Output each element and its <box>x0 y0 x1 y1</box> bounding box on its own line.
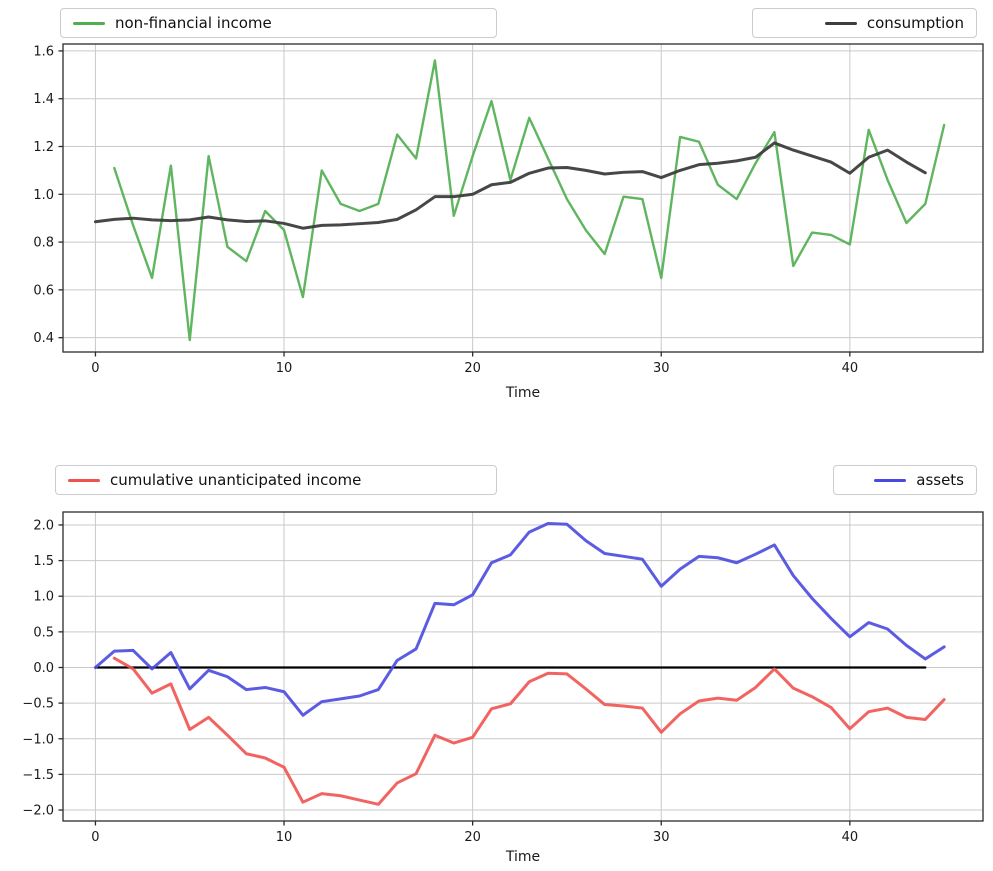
cumulative-income-line-swatch <box>68 478 100 482</box>
y-tick-label: 1.0 <box>33 590 54 605</box>
x-tick-label: 40 <box>842 830 859 845</box>
y-tick-label: 1.0 <box>33 188 54 203</box>
legend-nonfinancial-income: non-financial income <box>60 8 497 38</box>
nonfinancial-income-line-swatch <box>73 21 105 25</box>
legend-consumption: consumption <box>752 8 977 38</box>
x-tick-label: 0 <box>91 830 99 845</box>
y-tick-label: −0.5 <box>22 697 54 712</box>
series-line-consumption <box>93 141 927 230</box>
legend-label-assets: assets <box>916 471 964 489</box>
series-line-assets <box>93 522 946 717</box>
income-assets-plot: 0 10 20 30 40 −2.0 −1.5 −1.0 −0.5 0.0 0.5 1.0 1.5 2.0… <box>22 511 984 865</box>
legend-label-cumulative-income: cumulative unanticipated income <box>110 471 362 489</box>
y-tick-label: 0.6 <box>33 283 54 298</box>
y-tick-label: 1.5 <box>33 554 54 569</box>
x-tick-label: 30 <box>653 830 670 845</box>
y-tick-label: −1.5 <box>22 768 54 783</box>
series-line-cumulative-unanticipated-income <box>112 656 946 806</box>
legend-label-consumption: consumption <box>866 14 964 32</box>
x-axis-label-time: Time <box>505 849 540 865</box>
legend-cumulative-unanticipated-income: cumulative unanticipated income <box>55 465 497 495</box>
y-tick-label: 0.0 <box>33 661 54 676</box>
y-tick-label: 1.6 <box>33 44 54 59</box>
series-line-non-financial-income <box>113 59 946 342</box>
x-tick-label: 20 <box>464 361 481 376</box>
x-tick-label: 10 <box>276 361 293 376</box>
x-axis-label-time: Time <box>505 385 540 401</box>
assets-line-swatch <box>874 478 907 482</box>
y-tick-label: 1.2 <box>33 140 54 155</box>
x-tick-label: 20 <box>464 830 481 845</box>
plot-frame <box>62 511 984 822</box>
x-tick-label: 30 <box>653 361 670 376</box>
income-consumption-plot: 0 10 20 30 40 0.4 0.6 0.8 1.0 1.2 1.4 1.6 Time <box>33 43 984 401</box>
x-tick-label: 40 <box>842 361 859 376</box>
legend-label-nonfinancial-income: non-financial income <box>115 14 272 32</box>
y-tick-label: 2.0 <box>33 518 54 533</box>
plot-frame <box>62 43 984 353</box>
y-tick-label: 0.5 <box>33 625 54 640</box>
y-tick-label: 0.4 <box>33 331 54 346</box>
y-tick-label: 1.4 <box>33 92 54 107</box>
y-tick-label: 0.8 <box>33 236 54 251</box>
legend-assets: assets <box>833 465 977 495</box>
x-tick-label: 0 <box>91 361 99 376</box>
y-tick-label: −2.0 <box>22 804 54 819</box>
y-tick-label: −1.0 <box>22 732 54 747</box>
consumption-line-swatch <box>824 21 857 25</box>
x-tick-label: 10 <box>276 830 293 845</box>
